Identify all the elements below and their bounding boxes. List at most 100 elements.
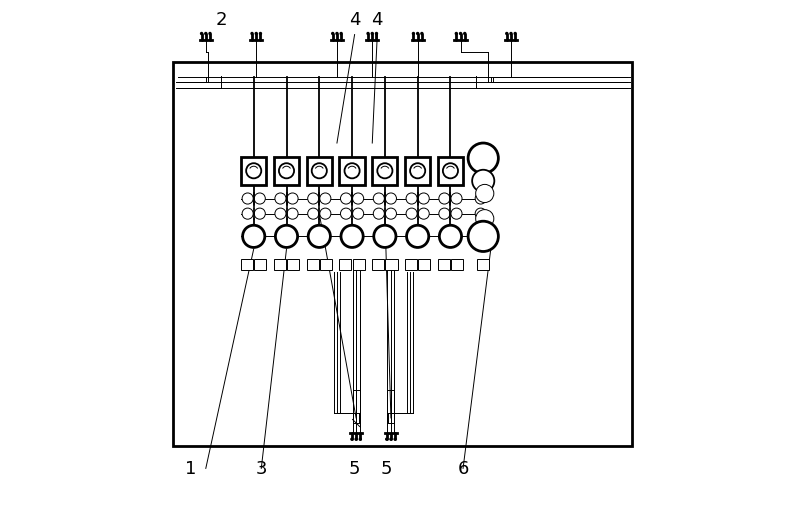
Circle shape — [320, 193, 331, 205]
Text: 6: 6 — [458, 460, 469, 477]
Circle shape — [279, 164, 294, 179]
Bar — [254, 259, 266, 270]
Circle shape — [242, 226, 265, 248]
Circle shape — [205, 34, 206, 36]
Bar — [173, 63, 632, 446]
Bar — [241, 259, 253, 270]
Circle shape — [251, 34, 253, 36]
Circle shape — [451, 209, 462, 220]
Circle shape — [254, 193, 266, 205]
Bar — [438, 259, 450, 270]
Circle shape — [386, 438, 388, 440]
Circle shape — [353, 209, 364, 220]
Circle shape — [378, 164, 393, 179]
Circle shape — [308, 209, 318, 220]
Bar — [477, 259, 490, 270]
Circle shape — [371, 34, 374, 36]
Bar — [306, 158, 332, 185]
Circle shape — [336, 34, 338, 36]
Circle shape — [351, 438, 353, 440]
Text: 4: 4 — [349, 11, 360, 30]
Circle shape — [451, 193, 462, 205]
Circle shape — [394, 438, 396, 440]
Circle shape — [476, 210, 494, 229]
Circle shape — [410, 164, 426, 179]
Bar — [320, 259, 332, 270]
Circle shape — [287, 193, 298, 205]
Circle shape — [386, 209, 397, 220]
Text: 5: 5 — [380, 460, 392, 477]
Text: 5: 5 — [349, 460, 360, 477]
Circle shape — [246, 164, 262, 179]
Circle shape — [259, 34, 262, 36]
Circle shape — [475, 193, 486, 205]
Circle shape — [421, 34, 423, 36]
Bar — [451, 259, 463, 270]
Circle shape — [386, 193, 397, 205]
Circle shape — [439, 226, 462, 248]
Circle shape — [254, 209, 266, 220]
Bar — [405, 158, 430, 185]
Circle shape — [340, 34, 342, 36]
Bar — [274, 259, 286, 270]
Circle shape — [308, 193, 318, 205]
Text: 4: 4 — [371, 11, 383, 30]
Circle shape — [406, 226, 429, 248]
Circle shape — [506, 34, 508, 36]
Circle shape — [443, 164, 458, 179]
Bar — [405, 259, 417, 270]
Circle shape — [275, 209, 286, 220]
Bar — [339, 158, 365, 185]
Circle shape — [459, 34, 462, 36]
Circle shape — [374, 209, 384, 220]
Circle shape — [510, 34, 512, 36]
Circle shape — [287, 209, 298, 220]
Circle shape — [355, 438, 357, 440]
Bar — [386, 259, 398, 270]
Circle shape — [375, 34, 378, 36]
Circle shape — [390, 438, 392, 440]
Circle shape — [417, 34, 418, 36]
Circle shape — [439, 209, 450, 220]
Circle shape — [455, 34, 458, 36]
Circle shape — [514, 34, 516, 36]
Bar — [306, 259, 318, 270]
Bar — [241, 158, 266, 185]
Bar — [287, 259, 299, 270]
Circle shape — [439, 193, 450, 205]
Circle shape — [418, 209, 430, 220]
Circle shape — [275, 193, 286, 205]
Bar — [418, 259, 430, 270]
Circle shape — [374, 193, 384, 205]
Circle shape — [353, 193, 364, 205]
Circle shape — [242, 193, 254, 205]
Circle shape — [341, 209, 351, 220]
Bar — [372, 259, 384, 270]
Circle shape — [468, 222, 498, 252]
Bar — [372, 158, 398, 185]
Circle shape — [367, 34, 369, 36]
Circle shape — [464, 34, 466, 36]
Text: 1: 1 — [185, 460, 196, 477]
Circle shape — [320, 209, 331, 220]
Circle shape — [275, 226, 298, 248]
Circle shape — [201, 34, 202, 36]
Circle shape — [312, 164, 327, 179]
Circle shape — [472, 171, 494, 192]
Bar — [353, 259, 365, 270]
Circle shape — [359, 438, 362, 440]
Circle shape — [406, 209, 417, 220]
Circle shape — [308, 226, 330, 248]
Circle shape — [406, 193, 417, 205]
Circle shape — [476, 185, 494, 203]
Bar — [438, 158, 463, 185]
Circle shape — [413, 34, 414, 36]
Circle shape — [475, 209, 486, 220]
Circle shape — [332, 34, 334, 36]
Circle shape — [209, 34, 211, 36]
Circle shape — [418, 193, 430, 205]
Circle shape — [468, 144, 498, 174]
Circle shape — [374, 226, 396, 248]
Bar — [274, 158, 299, 185]
Circle shape — [345, 164, 360, 179]
